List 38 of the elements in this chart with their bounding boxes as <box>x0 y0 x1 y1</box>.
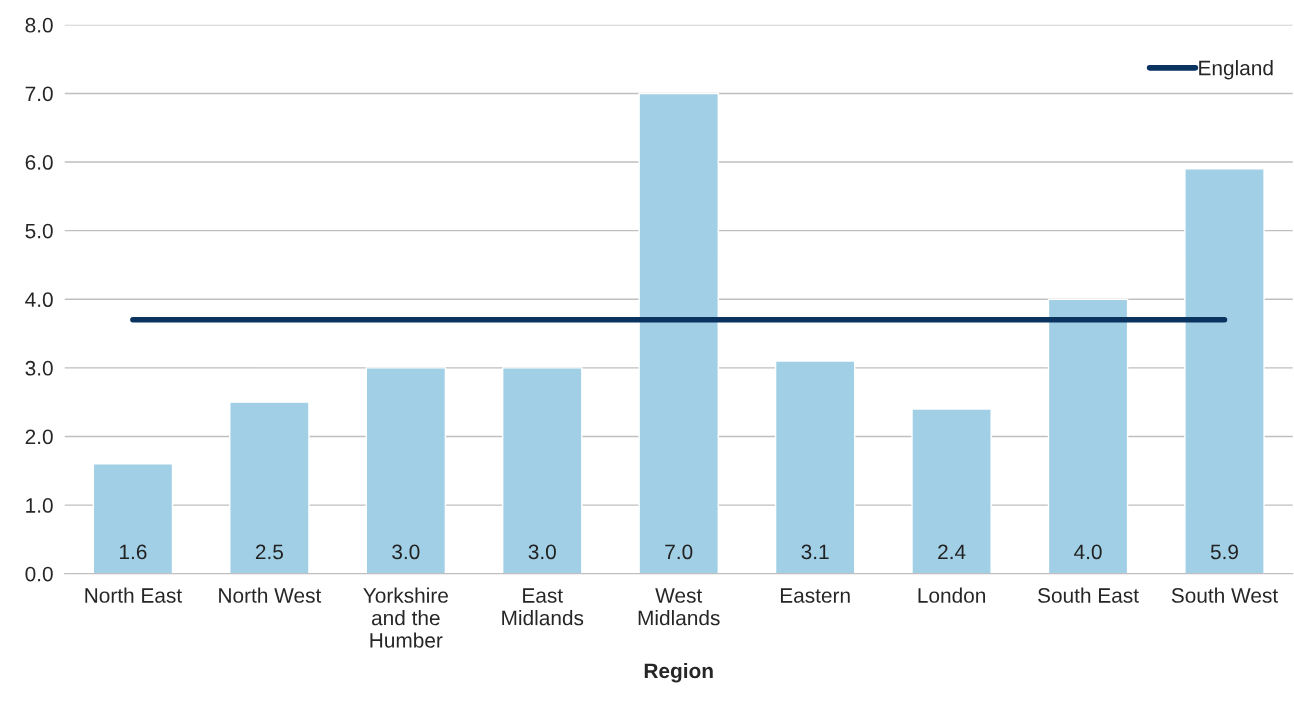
x-tick-label: West Midlands <box>638 588 720 626</box>
bar <box>1184 168 1265 574</box>
y-tick-label: 2.0 <box>25 429 53 445</box>
y-tick-label: 7.0 <box>25 86 53 102</box>
x-axis-title: Region <box>644 662 713 683</box>
data-label: 3.1 <box>801 544 829 560</box>
x-tick-label: North West <box>219 587 322 603</box>
bar <box>638 92 719 574</box>
x-tick-label: South East <box>1038 587 1139 603</box>
data-label: 7.0 <box>665 544 693 560</box>
x-tick-label: Yorkshire and the Humber <box>363 587 448 648</box>
y-tick-label: 5.0 <box>25 223 53 239</box>
data-label: 2.4 <box>938 544 966 560</box>
y-tick-label: 6.0 <box>25 155 53 170</box>
x-tick-label: London <box>918 587 985 603</box>
x-tick-label: South West <box>1171 587 1278 603</box>
legend-label: England <box>1199 60 1273 80</box>
data-label: 2.5 <box>255 544 283 560</box>
y-tick-label: 8.0 <box>25 17 53 33</box>
y-tick-label: 0.0 <box>25 566 53 582</box>
data-label: 5.9 <box>1210 544 1238 560</box>
bar <box>774 360 856 574</box>
bar <box>501 367 583 574</box>
y-tick-label: 4.0 <box>25 292 53 308</box>
y-tick-label: 1.0 <box>26 498 53 513</box>
bar <box>1047 298 1129 574</box>
bar <box>911 408 992 574</box>
bar <box>229 401 310 574</box>
y-tick-label: 3.0 <box>25 360 53 376</box>
data-label: 4.0 <box>1074 544 1102 560</box>
x-tick-label: East Midlands <box>502 588 584 626</box>
data-label: 1.6 <box>120 544 147 560</box>
x-tick-label: North East <box>85 587 182 603</box>
bar <box>92 463 174 574</box>
x-tick-label: Eastern <box>780 588 850 603</box>
data-label: 3.0 <box>392 544 420 560</box>
bar <box>365 367 447 574</box>
data-label: 3.0 <box>528 544 556 560</box>
